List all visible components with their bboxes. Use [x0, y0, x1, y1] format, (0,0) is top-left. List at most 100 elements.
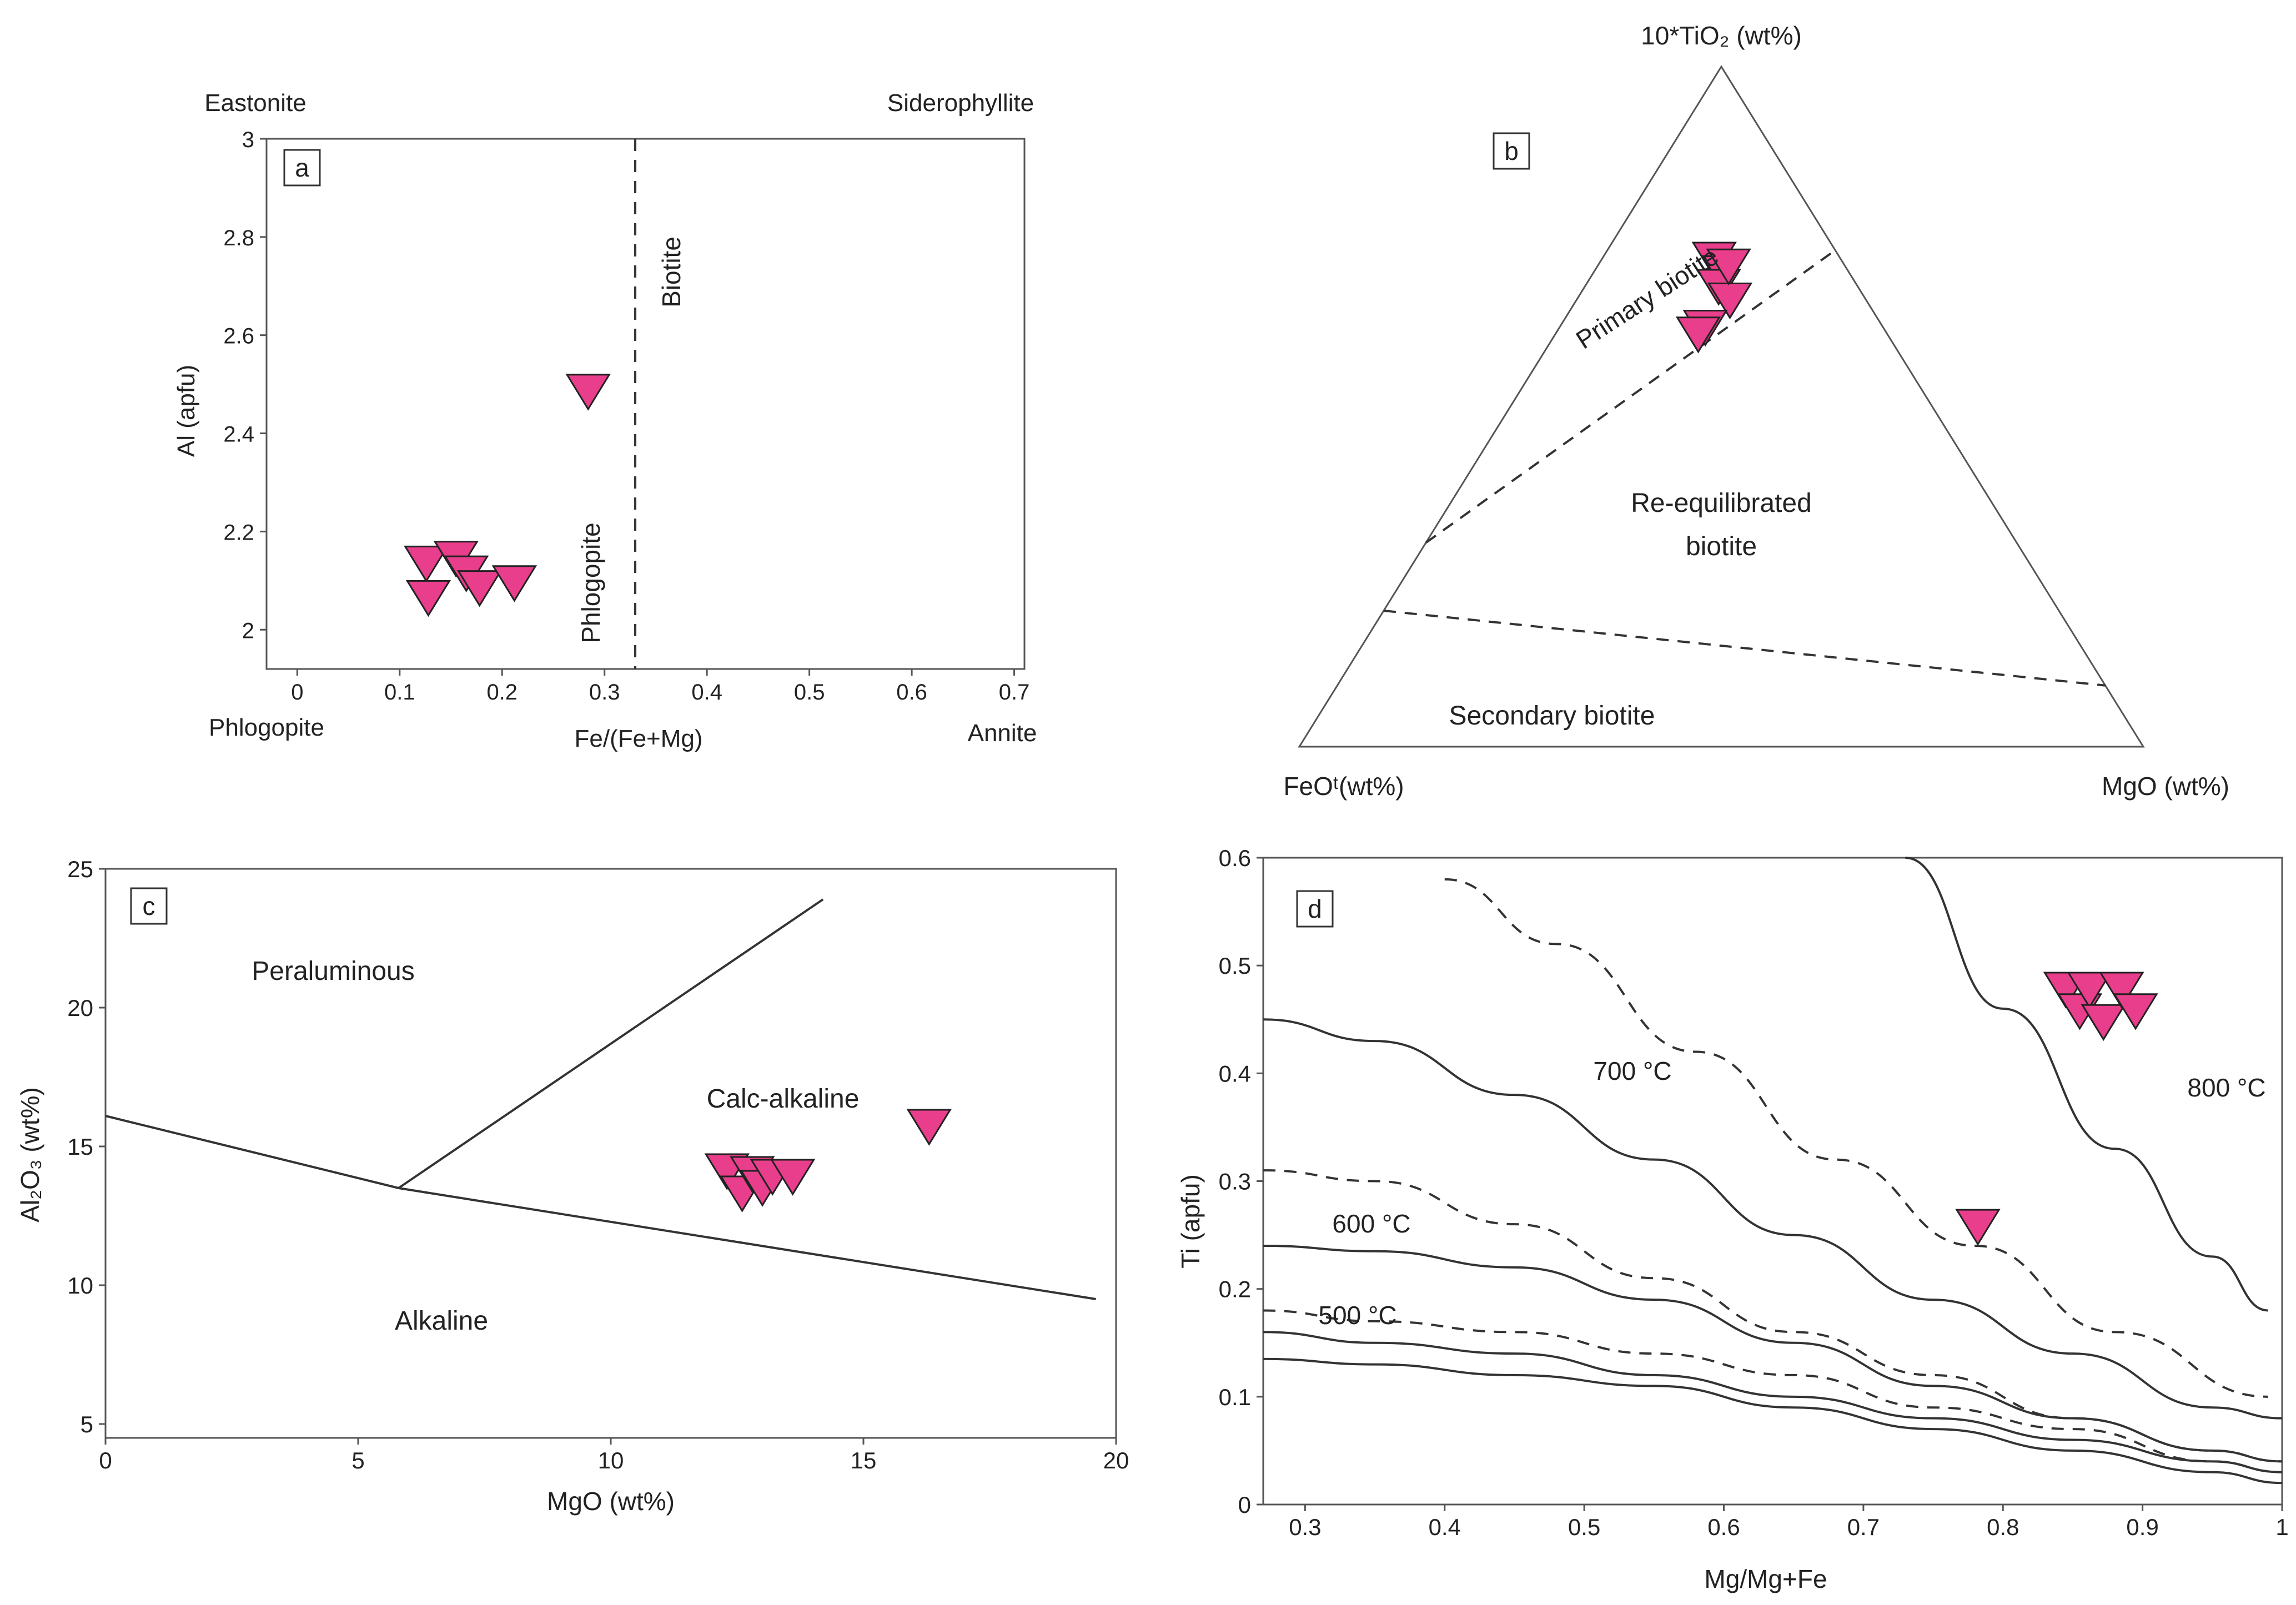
a-ytick-label: 2.8: [223, 226, 254, 250]
d-ytick-label: 0.3: [1219, 1169, 1251, 1195]
a-xtick-label: 0.1: [384, 680, 415, 705]
d-ytick-label: 0.6: [1219, 845, 1251, 871]
b-region-secondary: Secondary biotite: [1449, 701, 1655, 731]
d-data-point: [1955, 1209, 2001, 1246]
a-xlabel: Fe/(Fe+Mg): [574, 725, 702, 752]
b-apex-right: MgO (wt%): [2102, 772, 2229, 801]
a-corner-bottom-right: Annite: [968, 720, 1037, 747]
a-xtick-label: 0.3: [589, 680, 620, 705]
d-xtick-label: 0.9: [2126, 1514, 2158, 1540]
a-corner-top-right: Siderophyllite: [887, 89, 1034, 117]
a-ytick-label: 3: [242, 128, 254, 152]
c-ytick-label: 20: [67, 995, 93, 1021]
a-xtick-label: 0.5: [794, 680, 825, 705]
a-panel-label: a: [295, 153, 309, 182]
d-xtick-label: 0.3: [1289, 1514, 1321, 1540]
d-isotherm-curve: [1263, 1245, 2283, 1463]
b-data-point: [1706, 248, 1751, 286]
d-ylabel: Ti (apfu): [1176, 1174, 1205, 1269]
d-data-point: [2081, 1004, 2126, 1042]
d-xtick-label: 0.7: [1847, 1514, 1880, 1540]
a-ylabel: Al (apfu): [173, 365, 200, 457]
b-ternary-frame: [1298, 65, 2145, 748]
c-boundary-line: [398, 898, 824, 1189]
c-xlabel: MgO (wt%): [547, 1487, 675, 1516]
c-data-point: [770, 1159, 816, 1196]
c-boundary-line: [105, 1115, 1096, 1300]
b-boundary-line: [1383, 610, 2106, 687]
d-isotherm-curve: [1263, 1169, 2283, 1463]
panel-d: 0.3 0.4 0.5 0.6 0.7 0.8 0.9 1 0 0.1 0.2 0.3 0.4 0.5 0.…: [1219, 845, 2289, 1540]
d-isotherm-600: 600 °C: [1332, 1209, 1410, 1238]
d-xtick-label: 0.5: [1568, 1514, 1600, 1540]
b-panel-label: b: [1504, 137, 1519, 165]
d-data-point: [2099, 972, 2144, 1009]
d-isotherm-curve: [1263, 1331, 2283, 1473]
c-ytick-label: 15: [67, 1134, 93, 1160]
a-plot-frame: [265, 138, 1026, 670]
d-xtick-label: 1: [2275, 1514, 2288, 1540]
d-ytick-label: 0.4: [1219, 1060, 1251, 1086]
a-data-point: [404, 545, 449, 583]
c-ytick-label: 25: [67, 856, 93, 882]
a-corner-bottom-left: Phlogopite: [209, 714, 324, 741]
a-data-point: [405, 580, 451, 617]
c-ytick-label: 5: [81, 1411, 93, 1437]
b-region-reequilibrated: Re-equilibrated: [1631, 489, 1812, 518]
a-data-point: [456, 570, 503, 607]
d-isotherm-curve: [1444, 878, 2268, 1398]
d-ytick-label: 0.2: [1219, 1276, 1251, 1302]
a-ytick-label: 2: [242, 618, 254, 643]
a-ytick-label: 2.2: [223, 520, 254, 545]
d-data-point: [2067, 972, 2112, 1009]
d-isotherm-curve: [1263, 1357, 2283, 1485]
panel-a: 0 0.1 0.2 0.3 0.4 0.5 0.6 0.7 2 2.2 2.4 2.6 2.8 3: [223, 128, 1029, 705]
a-xtick-label: 0.6: [896, 680, 927, 705]
c-xtick-label: 20: [1103, 1447, 1129, 1473]
c-xtick-label: 5: [351, 1447, 364, 1473]
a-region-biotite: Biotite: [657, 237, 686, 308]
d-isotherm-700: 700 °C: [1593, 1056, 1671, 1085]
a-data-point: [565, 374, 611, 411]
b-panel-label-box: [1493, 132, 1530, 170]
d-panel-label-box: [1296, 890, 1334, 928]
d-xtick-label: 0.8: [1987, 1514, 2019, 1540]
d-ytick-label: 0.5: [1219, 953, 1251, 979]
d-isotherm-curve: [1263, 1018, 2283, 1420]
d-data-point: [2113, 993, 2158, 1030]
d-panel-label: d: [1308, 894, 1322, 923]
c-region-calc-alkaline: Calc-alkaline: [707, 1084, 860, 1114]
a-data-point: [491, 565, 537, 602]
c-panel-label-box: [130, 887, 168, 925]
b-region-reequilibrated-2: biotite: [1686, 532, 1757, 561]
panel-b: [1298, 65, 2145, 748]
c-data-point: [906, 1109, 952, 1146]
a-ytick-label: 2.6: [223, 324, 254, 349]
a-corner-top-left: Eastonite: [204, 89, 306, 117]
a-xtick-label: 0: [291, 680, 303, 705]
c-xtick-label: 0: [99, 1447, 112, 1473]
a-region-phlogopite: Phlogopite: [576, 522, 605, 643]
a-xtick-label: 0.7: [999, 680, 1030, 705]
d-isotherm-curve: [1263, 1309, 2283, 1473]
d-xtick-label: 0.6: [1707, 1514, 1740, 1540]
d-xlabel: Mg/Mg+Fe: [1704, 1564, 1827, 1593]
b-apex-left: FeOᵗ(wt%): [1283, 772, 1404, 801]
d-ytick-label: 0: [1238, 1492, 1251, 1518]
a-xtick-label: 0.4: [691, 680, 722, 705]
d-ytick-label: 0.1: [1219, 1384, 1251, 1410]
a-panel-label-box: [283, 149, 321, 187]
c-xtick-label: 15: [851, 1447, 877, 1473]
b-data-point: [1707, 282, 1753, 320]
c-ytick-label: 10: [67, 1272, 93, 1299]
d-xtick-label: 0.4: [1429, 1514, 1461, 1540]
c-ylabel: Al₂O₃ (wt%): [16, 1087, 44, 1222]
b-apex-top: 10*TiO₂ (wt%): [1641, 21, 1802, 50]
d-isotherm-800: 800 °C: [2187, 1073, 2265, 1102]
d-isotherm-500: 500 °C: [1318, 1301, 1396, 1330]
a-xtick-label: 0.2: [486, 680, 518, 705]
d-isotherm-curve: [1905, 857, 2268, 1312]
c-region-alkaline: Alkaline: [395, 1306, 488, 1336]
